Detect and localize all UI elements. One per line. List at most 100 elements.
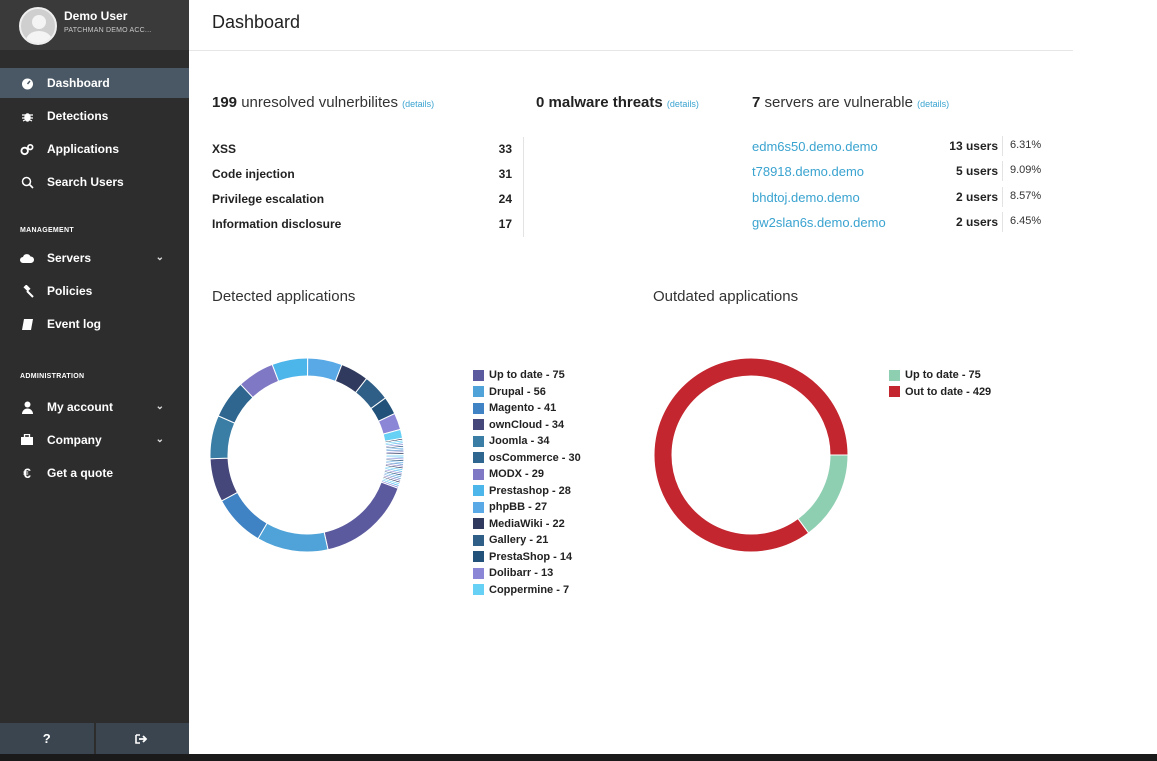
slice-magento[interactable] [220,491,268,540]
legend-label: Prestashop - 28 [489,484,571,497]
user-box[interactable]: Demo User PATCHMAN DEMO ACC... [0,0,189,50]
nav-servers[interactable]: Servers ⌄ [0,243,189,273]
malware-count: 0 [536,94,545,111]
server-link[interactable]: t78918.demo.demo [752,164,865,179]
legend-item: Joomla - 34 [473,433,581,450]
legend-swatch [889,369,900,381]
slice-owncloud[interactable] [210,457,239,502]
divider [1002,187,1003,207]
vulnerability-label: Code injection [212,167,295,181]
nav-label: My account [47,400,114,414]
nav-dashboard[interactable]: Dashboard [0,68,189,98]
divider [1002,212,1003,232]
slice-up-to-date[interactable] [797,454,849,534]
sign-out-icon [135,733,148,744]
server-users: 2 users [955,190,998,204]
server-link[interactable]: edm6s50.demo.demo [752,139,878,154]
legend-swatch [473,386,484,398]
legend-item: Gallery - 21 [473,532,581,549]
vulnerabilities-details-link[interactable]: (details) [402,99,435,109]
slice-drupal[interactable] [257,522,329,553]
nav-label: Applications [47,142,120,156]
legend-item: ownCloud - 34 [473,417,581,434]
vulnerability-label: Information disclosure [212,217,342,231]
sidebar-footer: ? [0,723,189,754]
divider [1002,161,1003,181]
nav-label: Company [47,433,102,447]
nav-applications[interactable]: Applications [0,134,189,164]
server-users: 13 users [949,139,998,153]
nav-detections[interactable]: Detections [0,101,189,131]
legend-swatch [473,369,484,381]
cogs-icon [20,142,34,156]
legend-label: Gallery - 21 [489,534,549,547]
legend-item: Prestashop - 28 [473,483,581,500]
legend-label: Up to date - 75 [489,369,565,382]
vulnerability-count: 24 [498,192,512,206]
legend-swatch [473,551,484,563]
slice-joomla[interactable] [210,415,236,460]
user-icon [20,400,34,414]
user-name: Demo User [64,9,128,23]
outdated-applications-legend: Up to date - 75 Out to date - 429 [889,367,991,400]
cloud-icon [20,251,34,265]
nav-search-users[interactable]: Search Users [0,167,189,197]
server-link[interactable]: bhdtoj.demo.demo [752,190,860,205]
nav-company[interactable]: Company ⌄ [0,425,189,455]
legend-label: Magento - 41 [489,402,557,415]
legend-label: osCommerce - 30 [489,451,581,464]
legend-label: MODX - 29 [489,468,545,481]
malware-details-link[interactable]: (details) [666,99,699,109]
legend-label: Joomla - 34 [489,435,550,448]
slice-prestashop[interactable] [271,358,309,382]
nav-policies[interactable]: Policies [0,276,189,306]
outdated-applications-donut [654,358,849,553]
malware-text: malware threats [548,94,663,111]
legend-swatch [473,419,484,431]
legend-item: Out to date - 429 [889,384,991,401]
legend-label: PrestaShop - 14 [489,550,573,563]
vulnerability-count: 17 [498,217,512,231]
legend-item: osCommerce - 30 [473,450,581,467]
gavel-icon [20,284,34,298]
chevron-down-icon: ⌄ [155,401,164,412]
legend-label: phpBB - 27 [489,501,548,514]
legend-label: Drupal - 56 [489,385,546,398]
briefcase-icon [20,433,34,447]
legend-swatch [889,386,900,398]
detected-applications-donut [210,358,405,553]
server-percent: 6.45% [1010,215,1042,227]
section-label-management: MANAGEMENT [20,227,74,234]
vulnerability-label: XSS [212,142,237,156]
server-row: t78918.demo.demo 5 users 9.09% [752,161,1052,181]
legend-swatch [473,584,484,596]
help-button[interactable]: ? [0,723,96,754]
search-icon [20,175,34,189]
euro-icon: € [23,465,31,481]
server-percent: 6.31% [1010,139,1042,151]
nav-event-log[interactable]: Event log [0,309,189,339]
vulnerabilities-text: unresolved vulnerbilites [241,94,398,111]
nav-my-account[interactable]: My account ⌄ [0,392,189,422]
nav-label: Search Users [47,175,124,189]
chevron-down-icon: ⌄ [155,434,164,445]
server-link[interactable]: gw2slan6s.demo.demo [752,215,886,230]
user-org: PATCHMAN DEMO ACC... [64,27,152,34]
legend-item: Up to date - 75 [889,367,991,384]
legend-swatch [473,518,484,530]
legend-swatch [473,485,484,497]
vulnerability-row: Privilege escalation 24 [212,192,512,206]
divider [1002,136,1003,156]
nav-get-a-quote[interactable]: € Get a quote [0,458,189,488]
legend-label: MediaWiki - 22 [489,517,565,530]
legend-swatch [473,534,484,546]
logout-button[interactable] [96,723,190,754]
legend-label: Up to date - 75 [905,369,981,382]
slice-up-to-date[interactable] [323,481,399,551]
tachometer-icon [20,76,34,90]
server-row: gw2slan6s.demo.demo 2 users 6.45% [752,212,1052,232]
servers-details-link[interactable]: (details) [917,99,950,109]
slice-other[interactable] [380,480,400,489]
servers-text: servers are vulnerable [764,94,913,111]
slice-out-to-date[interactable] [654,358,849,553]
